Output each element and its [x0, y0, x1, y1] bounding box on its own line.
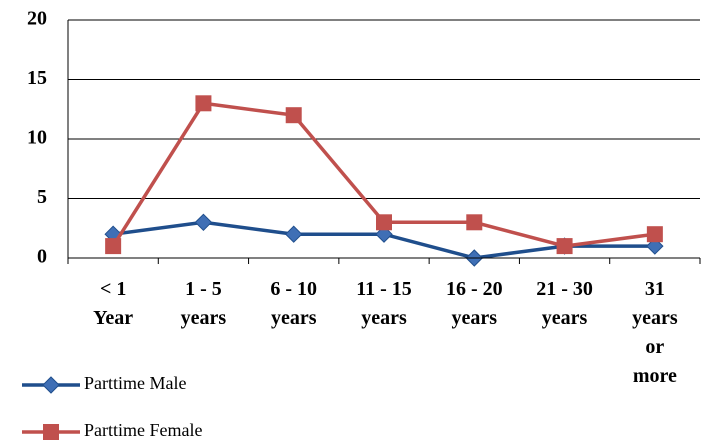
y-tick-label: 15 [27, 67, 47, 89]
marker [195, 95, 212, 112]
marker [646, 226, 663, 243]
x-tick-label: 16 - 20 years [446, 278, 503, 329]
legend-label: Parttime Male [84, 373, 186, 393]
marker [105, 238, 122, 255]
marker [376, 214, 392, 231]
x-tick-label: 6 - 10 years [270, 278, 317, 329]
x-tick-label: 21 - 30 years [536, 278, 593, 329]
x-tick-label: < 1 Year [93, 278, 133, 329]
marker [466, 214, 483, 231]
y-tick-label: 20 [27, 8, 47, 30]
y-tick-label: 10 [27, 127, 47, 149]
marker [285, 107, 302, 124]
x-tick-label: 31 years or more [632, 278, 678, 387]
marker [556, 238, 573, 255]
y-tick-label: 5 [37, 186, 47, 208]
marker [285, 225, 303, 243]
marker [194, 213, 213, 232]
y-tick-label: 0 [37, 246, 47, 268]
x-tick-label: 11 - 15 years [356, 278, 412, 329]
x-tick-label: 1 - 5 years [181, 278, 227, 329]
legend-marker [43, 424, 59, 440]
legend-marker [42, 376, 60, 394]
legend-label: Parttime Female [84, 420, 202, 440]
